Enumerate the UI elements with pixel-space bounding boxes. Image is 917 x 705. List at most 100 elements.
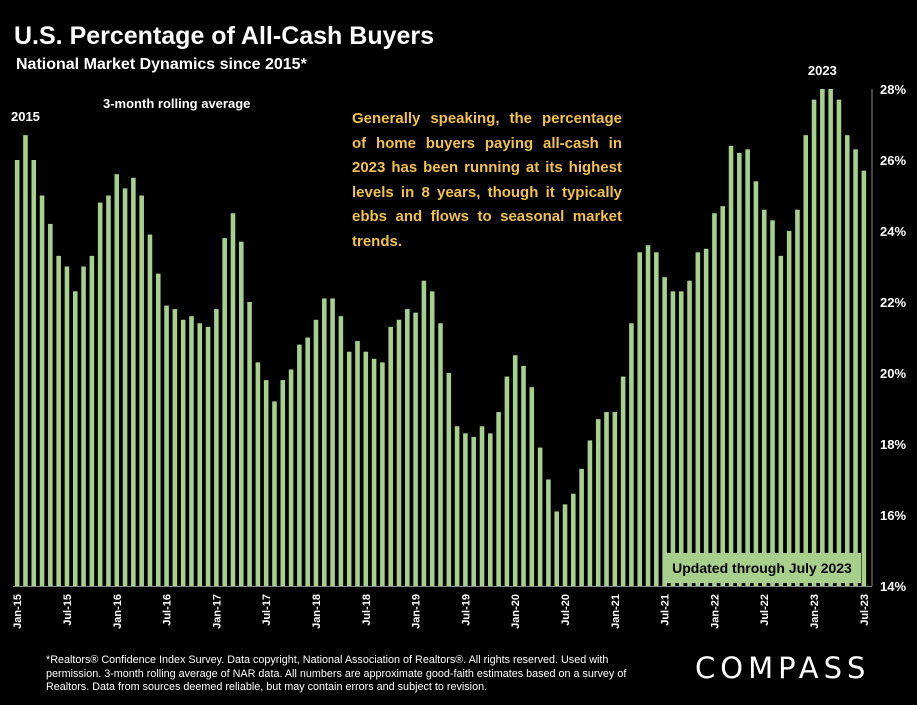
bar	[463, 433, 468, 586]
bar	[803, 135, 809, 586]
bar	[761, 209, 767, 586]
x-tick-label: Jan-19	[411, 594, 423, 629]
bar	[554, 511, 559, 586]
bar	[820, 89, 825, 586]
bar	[546, 479, 551, 586]
y-tick-label: 26%	[880, 153, 906, 168]
bar	[388, 326, 393, 586]
bar	[604, 412, 609, 586]
compass-logo: COMPASS	[695, 651, 871, 685]
x-tick-label: Jan-23	[809, 594, 821, 629]
x-tick-label: Jan-15	[12, 594, 24, 629]
bar	[703, 248, 709, 586]
year-label: 2015	[11, 109, 40, 124]
x-tick-label: Jul-18	[361, 594, 373, 626]
x-tick-label: Jan-21	[610, 594, 622, 629]
bar	[853, 149, 858, 586]
bar	[429, 291, 435, 586]
x-tick-label: Jan-16	[112, 594, 124, 629]
bar	[31, 160, 37, 586]
y-tick-label: 28%	[880, 82, 906, 97]
bar	[737, 152, 742, 586]
bar	[305, 337, 310, 586]
bar	[753, 181, 759, 587]
bar	[81, 266, 86, 586]
bar	[720, 206, 726, 586]
x-tick-label: Jul-17	[261, 594, 273, 626]
bar	[662, 277, 667, 586]
bar	[521, 365, 526, 586]
bar	[836, 99, 842, 587]
bar	[770, 220, 775, 586]
x-tick-label: Jul-22	[759, 594, 771, 626]
bar	[189, 316, 194, 586]
bar	[238, 241, 244, 586]
bar	[164, 305, 169, 586]
y-tick-label: 20%	[880, 366, 906, 381]
bar	[728, 145, 734, 587]
bar	[23, 135, 28, 586]
bar	[587, 440, 593, 586]
bar	[479, 426, 485, 586]
bar	[471, 436, 476, 586]
bar	[263, 380, 269, 586]
x-tick-label: Jul-23	[859, 594, 871, 626]
bar	[380, 362, 385, 586]
bar	[512, 355, 518, 586]
updated-badge: Updated through July 2023	[663, 553, 861, 583]
bar	[637, 252, 643, 587]
bar	[579, 468, 584, 586]
x-tick-label: Jul-15	[62, 594, 74, 626]
bar	[496, 412, 501, 586]
bar	[488, 433, 493, 586]
bar	[355, 341, 360, 586]
x-tick-label: Jan-20	[510, 594, 522, 629]
bar	[712, 213, 717, 586]
bar	[56, 255, 61, 586]
bar	[330, 298, 335, 586]
bar	[595, 419, 601, 586]
bar	[678, 291, 684, 586]
bar	[861, 170, 867, 586]
x-tick-label: Jul-19	[460, 594, 472, 626]
bar	[537, 447, 543, 586]
bar	[654, 252, 659, 587]
bar	[629, 323, 634, 586]
bar	[297, 344, 302, 586]
bar	[421, 280, 427, 586]
bar	[363, 351, 369, 586]
bar	[322, 298, 327, 586]
bar	[280, 380, 286, 586]
x-tick-label: Jul-20	[560, 594, 572, 626]
bar	[205, 326, 211, 586]
bar	[571, 493, 576, 586]
bar	[39, 195, 45, 586]
bar	[122, 188, 128, 586]
x-tick-label: Jul-16	[162, 594, 174, 626]
bar	[72, 291, 78, 586]
source-footnote: *Realtors® Confidence Index Survey. Data…	[46, 654, 627, 693]
bar	[562, 504, 568, 586]
chart-subtitle: National Market Dynamics since 2015*	[16, 56, 307, 73]
bar	[670, 291, 676, 586]
bar	[64, 266, 70, 586]
bar	[778, 255, 784, 586]
x-tick-label: Jan-22	[709, 594, 721, 629]
y-tick-label: 24%	[880, 224, 906, 239]
bar	[131, 177, 136, 586]
bar	[795, 209, 800, 586]
bar	[346, 351, 352, 586]
bar	[745, 149, 750, 586]
bar	[89, 255, 95, 586]
bar	[48, 223, 53, 586]
bar	[687, 280, 692, 586]
chart-title: U.S. Percentage of All-Cash Buyers	[14, 22, 435, 50]
bar	[338, 316, 344, 586]
bar	[106, 195, 111, 586]
bar	[247, 302, 252, 586]
bar	[645, 245, 651, 586]
x-tick-label: Jul-21	[660, 594, 672, 626]
x-tick-label: Jan-18	[311, 594, 323, 629]
bar	[695, 252, 701, 587]
y-tick-label: 16%	[880, 508, 906, 523]
